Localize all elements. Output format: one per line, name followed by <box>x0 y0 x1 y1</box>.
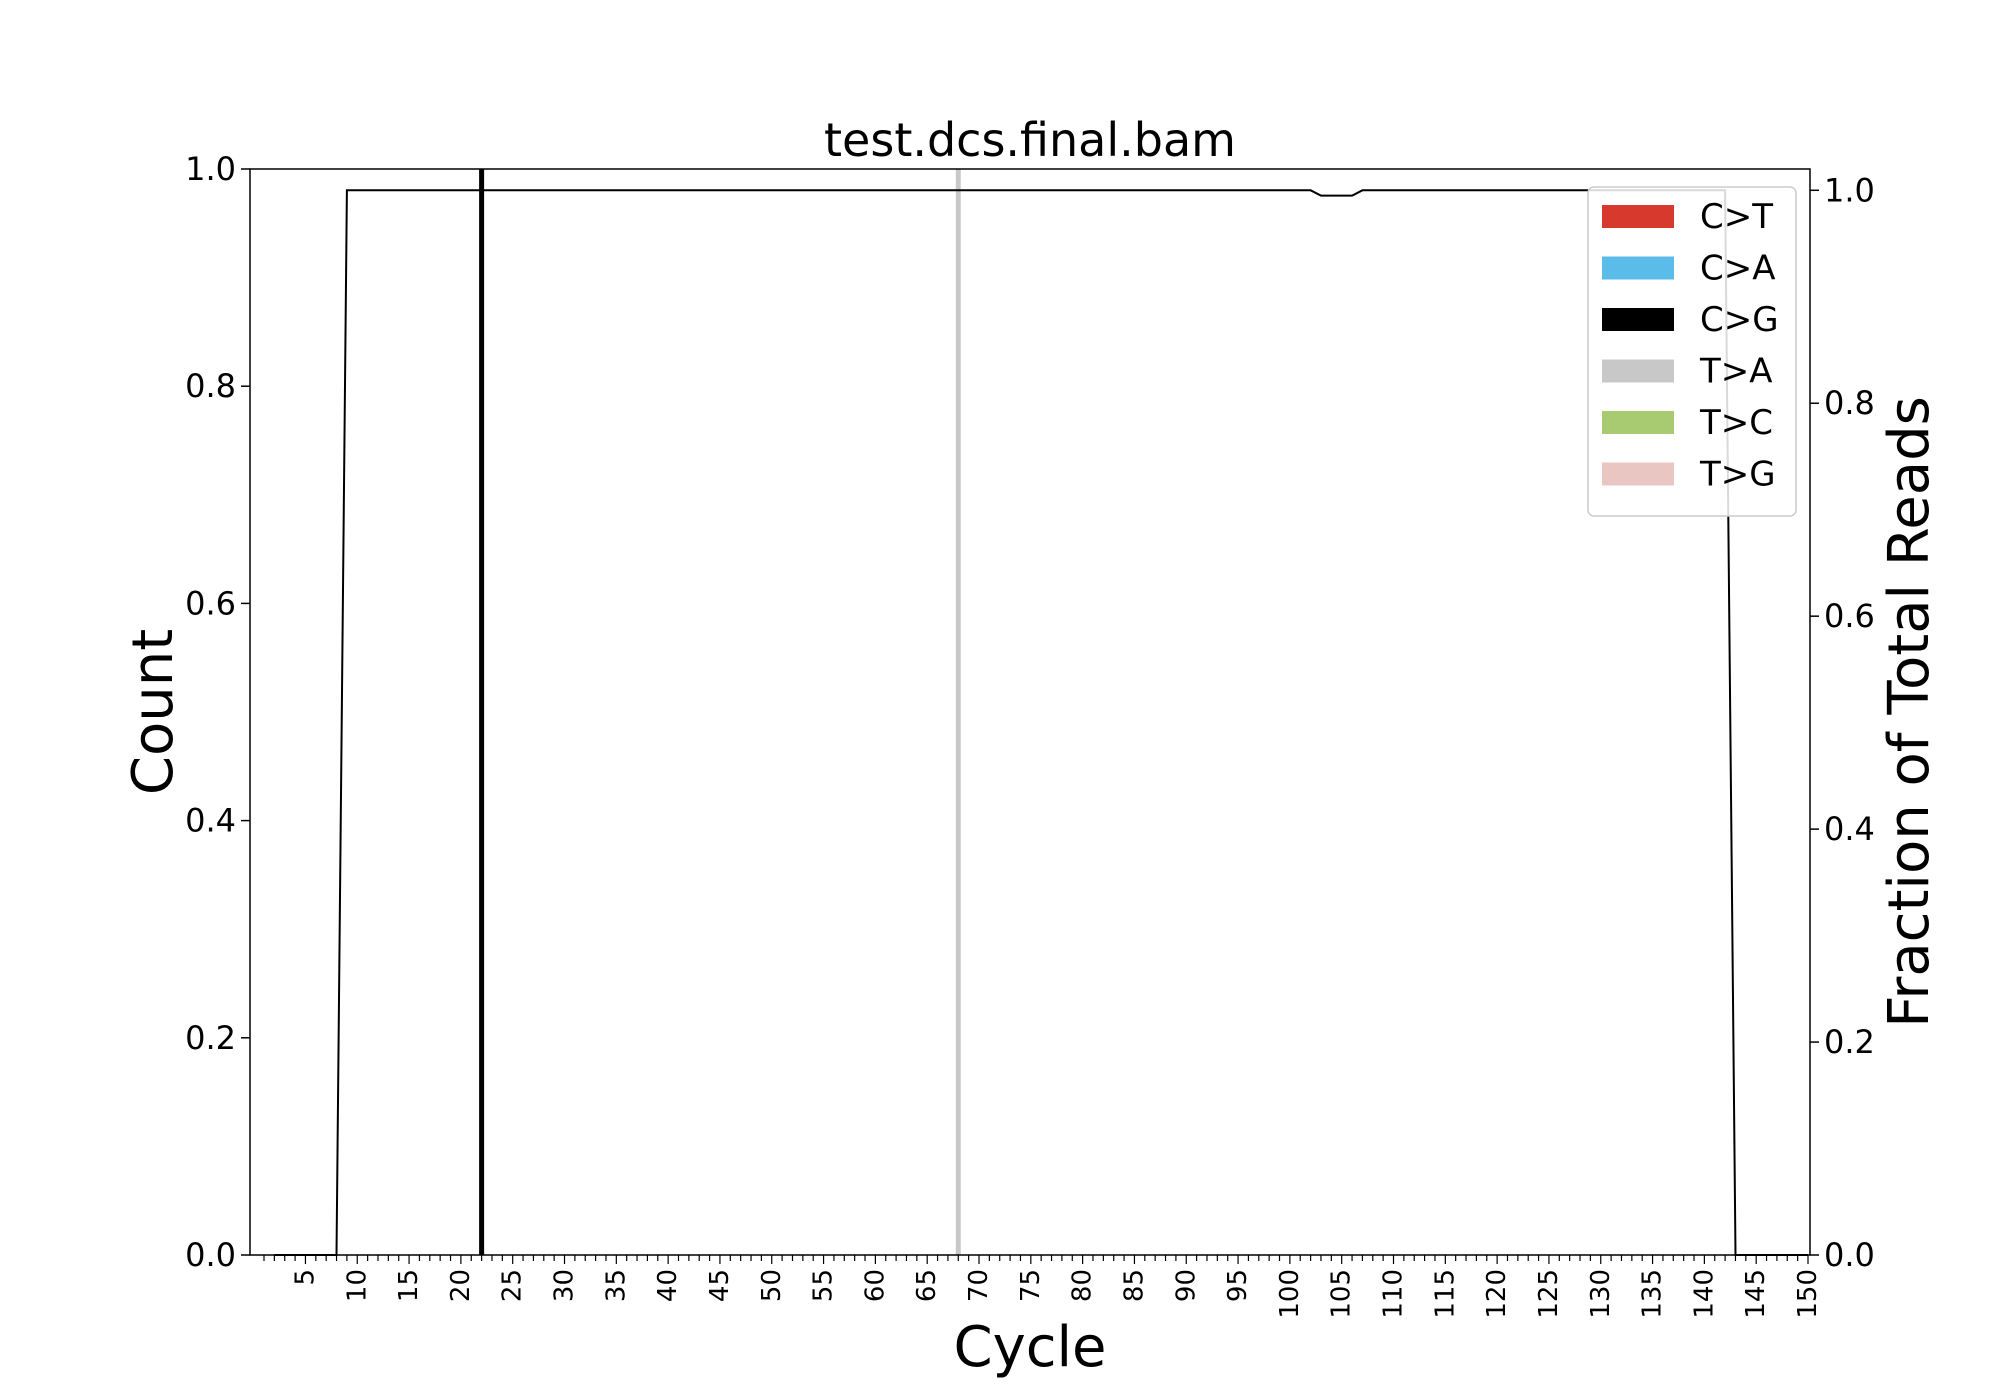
y2-tick-label: 0.6 <box>1824 597 1875 635</box>
x-tick-label: 70 <box>964 1269 994 1302</box>
x-tick-label: 85 <box>1119 1269 1149 1302</box>
x-tick-label: 150 <box>1793 1269 1823 1319</box>
x-tick-label: 30 <box>550 1269 580 1302</box>
x-tick-label: 125 <box>1534 1269 1564 1319</box>
plot-frame <box>249 168 1811 1256</box>
y2-tick-label: 0.0 <box>1824 1236 1875 1274</box>
x-tick-label: 120 <box>1482 1269 1512 1319</box>
legend-label: T>G <box>1699 455 1776 495</box>
x-tick-label: 10 <box>342 1269 372 1302</box>
y2-tick-label: 1.0 <box>1824 171 1875 209</box>
x-tick-label: 45 <box>705 1269 735 1302</box>
legend: C>T C>A C>G T>A T>C T>G <box>1587 186 1797 517</box>
y-tick-label: 0.6 <box>185 584 236 622</box>
x-tick-label: 80 <box>1068 1269 1098 1302</box>
x-tick-label: 105 <box>1327 1269 1357 1319</box>
legend-swatch <box>1602 411 1674 434</box>
y-tick-label: 0.4 <box>185 802 236 840</box>
y-axis-right: 0.0 0.2 0.4 0.6 0.8 1.0 <box>1810 171 1875 1274</box>
x-tick-label: 40 <box>653 1269 683 1302</box>
x-axis-label: Cycle <box>953 1315 1106 1380</box>
legend-swatch <box>1602 308 1674 331</box>
x-tick-label: 60 <box>860 1269 890 1302</box>
x-tick-label: 90 <box>1171 1269 1201 1302</box>
bar-C-to-G-22 <box>479 169 485 1255</box>
y2-tick-label: 0.2 <box>1824 1023 1875 1061</box>
y-tick-label: 0.8 <box>185 367 236 405</box>
fraction-line-layer <box>274 189 1808 1256</box>
y-tick-label: 1.0 <box>185 150 236 188</box>
x-tick-label: 25 <box>498 1269 528 1302</box>
x-tick-label: 140 <box>1689 1269 1719 1319</box>
legend-swatch <box>1602 205 1674 228</box>
legend-label: T>C <box>1699 403 1773 443</box>
x-tick-label: 35 <box>601 1269 631 1302</box>
x-tick-label: 130 <box>1586 1269 1616 1319</box>
bar-T-to-A-68 <box>955 169 961 1255</box>
legend-label: C>G <box>1700 300 1779 340</box>
x-tick-label: 20 <box>446 1269 476 1302</box>
x-tick-label: 100 <box>1275 1269 1305 1319</box>
y-axis-left: 0.0 0.2 0.4 0.6 0.8 1.0 <box>185 150 250 1274</box>
y-tick-label: 0.2 <box>185 1019 236 1057</box>
x-tick-label: 115 <box>1430 1269 1460 1319</box>
y-axis-label: Count <box>121 629 186 795</box>
legend-label: C>A <box>1700 249 1776 289</box>
x-tick-label: 75 <box>1016 1269 1046 1302</box>
y2-tick-label: 0.8 <box>1824 384 1875 422</box>
bars-layer <box>479 169 961 1255</box>
legend-swatch <box>1602 359 1674 383</box>
x-tick-label: 135 <box>1638 1269 1668 1319</box>
legend-swatch <box>1602 462 1674 486</box>
x-tick-label: 55 <box>809 1269 839 1302</box>
x-axis: 5 10 15 20 25 30 35 40 45 50 55 60 65 70 75 80 85 90 95 100… <box>263 1255 1823 1319</box>
y-tick-label: 0.0 <box>185 1236 236 1274</box>
x-tick-label: 5 <box>290 1269 320 1286</box>
legend-label: T>A <box>1699 352 1773 392</box>
x-tick-label: 50 <box>757 1269 787 1302</box>
y2-tick-label: 0.4 <box>1824 810 1875 848</box>
y2-axis-label: Fraction of Total Reads <box>1877 396 1942 1028</box>
x-tick-label: 145 <box>1741 1269 1771 1319</box>
legend-swatch <box>1602 256 1674 280</box>
x-tick-label: 110 <box>1379 1269 1409 1319</box>
x-tick-label: 65 <box>912 1269 942 1302</box>
x-tick-label: 15 <box>394 1269 424 1302</box>
legend-label: C>T <box>1700 197 1773 237</box>
x-tick-label: 95 <box>1223 1269 1253 1302</box>
chart-title: test.dcs.final.bam <box>824 113 1236 167</box>
fraction-line <box>274 189 1808 1256</box>
